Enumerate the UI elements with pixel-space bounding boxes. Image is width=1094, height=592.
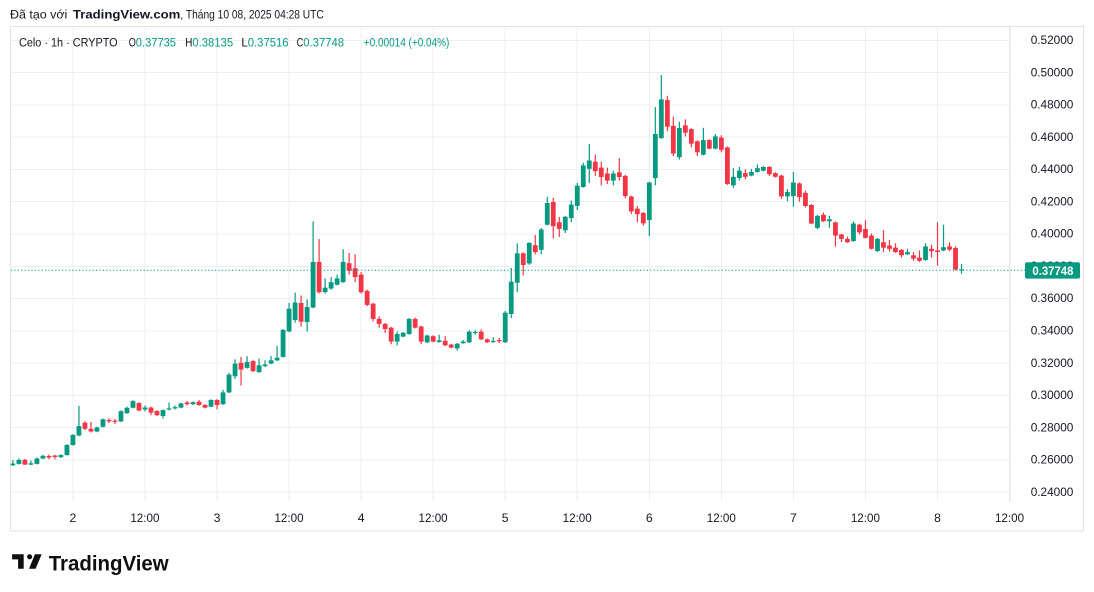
svg-text:4: 4 (358, 511, 365, 525)
svg-text:0.44000: 0.44000 (1031, 162, 1074, 176)
svg-text:12:00: 12:00 (851, 511, 880, 525)
svg-text:0.50000: 0.50000 (1031, 65, 1074, 79)
svg-text:H: H (185, 36, 192, 50)
svg-text:0.32000: 0.32000 (1031, 356, 1074, 370)
svg-text:0.37735: 0.37735 (136, 36, 176, 50)
svg-text:0.40000: 0.40000 (1031, 227, 1074, 241)
svg-text:0.48000: 0.48000 (1031, 98, 1074, 112)
svg-text:0.37516: 0.37516 (248, 36, 289, 50)
svg-text:12:00: 12:00 (419, 511, 448, 525)
svg-text:5: 5 (502, 511, 509, 525)
svg-text:0.37748: 0.37748 (1032, 264, 1073, 278)
svg-text:6: 6 (646, 511, 653, 525)
svg-text:12:00: 12:00 (995, 511, 1024, 525)
svg-text:3: 3 (214, 511, 221, 525)
svg-text:O: O (129, 36, 136, 50)
svg-text:Đã tạo với: Đã tạo với (10, 8, 67, 22)
svg-text:C: C (297, 36, 304, 50)
svg-text:2: 2 (70, 511, 77, 525)
svg-text:7: 7 (790, 511, 797, 525)
svg-text:Celo · 1h · CRYPTO: Celo · 1h · CRYPTO (19, 36, 118, 50)
svg-text:0.24000: 0.24000 (1031, 485, 1074, 499)
svg-text:0.46000: 0.46000 (1031, 130, 1074, 144)
svg-text:+0.00014 (+0.04%): +0.00014 (+0.04%) (364, 36, 450, 50)
svg-text:0.28000: 0.28000 (1031, 420, 1074, 434)
svg-text:12:00: 12:00 (707, 511, 736, 525)
svg-text:0.34000: 0.34000 (1031, 324, 1074, 338)
svg-text:TradingView: TradingView (49, 551, 169, 575)
svg-text:0.52000: 0.52000 (1031, 33, 1074, 47)
svg-text:0.36000: 0.36000 (1031, 291, 1074, 305)
svg-text:, Tháng 10 08, 2025 04:28 UTC: , Tháng 10 08, 2025 04:28 UTC (180, 8, 324, 22)
svg-text:0.30000: 0.30000 (1031, 388, 1074, 402)
svg-text:12:00: 12:00 (130, 511, 159, 525)
svg-text:12:00: 12:00 (563, 511, 592, 525)
svg-text:12:00: 12:00 (274, 511, 303, 525)
svg-text:0.38135: 0.38135 (192, 36, 233, 50)
svg-text:0.26000: 0.26000 (1031, 453, 1074, 467)
svg-text:TradingView.com: TradingView.com (73, 8, 181, 22)
svg-text:0.37748: 0.37748 (303, 36, 344, 50)
svg-text:8: 8 (934, 511, 941, 525)
svg-text:L: L (241, 36, 248, 50)
svg-text:0.42000: 0.42000 (1031, 194, 1074, 208)
